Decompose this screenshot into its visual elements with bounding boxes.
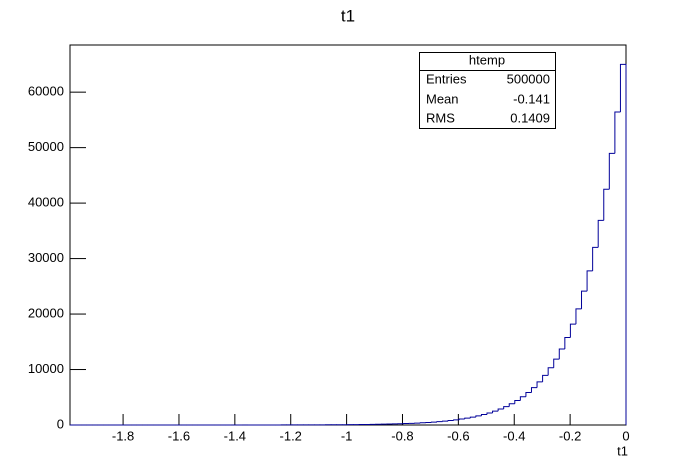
histogram-bin [514, 400, 521, 404]
stats-value: 0.1409 [510, 110, 550, 125]
histogram-bin [619, 63, 627, 425]
histogram-bin [608, 152, 615, 190]
x-tick-label: -1.4 [224, 428, 246, 443]
x-tick-label: -0.6 [447, 428, 469, 443]
x-tick-label: -0.4 [503, 428, 525, 443]
x-axis-label: t1 [617, 443, 628, 458]
x-tick-label: -1 [341, 428, 353, 443]
histogram-bin [480, 414, 487, 416]
histogram-bin [503, 406, 510, 409]
histogram-bin [592, 246, 599, 271]
histogram-bin [519, 396, 526, 401]
stats-value: 500000 [507, 71, 550, 86]
stats-label: Entries [426, 71, 467, 86]
histogram-bin [542, 374, 549, 382]
histogram-bin [492, 410, 499, 413]
y-tick-label: 20000 [28, 305, 64, 320]
stats-box: htemp Entries 500000 Mean -0.141 RMS 0.1… [419, 52, 556, 129]
histogram-bin [558, 348, 565, 360]
histogram-bin [458, 418, 465, 420]
y-tick-label: 0 [57, 416, 64, 431]
histogram-bin [614, 111, 621, 154]
stats-title: htemp [469, 52, 505, 67]
histogram-bin [530, 387, 538, 393]
y-tick-label: 40000 [28, 195, 64, 210]
histogram-bin [575, 308, 582, 325]
histogram-bin [442, 420, 449, 422]
histogram-bin [475, 415, 482, 418]
stats-label: RMS [426, 110, 455, 125]
x-tick-label: -0.2 [559, 428, 581, 443]
histogram-bin [536, 381, 543, 388]
histogram-bin [486, 412, 493, 415]
histogram-bin [553, 358, 560, 368]
histogram-bin [508, 403, 515, 407]
histogram-bin [581, 290, 588, 309]
histogram-bin [603, 188, 610, 221]
x-tick-label: -1.8 [112, 428, 134, 443]
stats-frame [419, 52, 556, 129]
histogram-bin [547, 367, 554, 376]
y-tick-label: 60000 [28, 84, 64, 99]
x-tick-label: -1.6 [168, 428, 190, 443]
x-tick-label: -1.2 [280, 428, 302, 443]
histogram-bin [564, 336, 571, 350]
stats-value: -0.141 [513, 91, 550, 106]
x-tick-label: -0.8 [391, 428, 413, 443]
chart-title: t1 [341, 6, 355, 25]
histogram-bin [597, 219, 604, 248]
y-tick-label: 10000 [28, 361, 64, 376]
y-tick-label: 30000 [28, 250, 64, 265]
stats-label: Mean [426, 91, 459, 106]
histogram-bin [525, 392, 532, 397]
histogram-bin [464, 417, 471, 420]
y-tick-label: 50000 [28, 139, 64, 154]
histogram-bin [453, 419, 460, 421]
histogram-bin [447, 420, 454, 422]
x-tick-label: 0 [622, 428, 629, 443]
histogram-bin [497, 408, 504, 412]
histogram-bin [469, 416, 476, 419]
histogram-bin [569, 323, 576, 338]
histogram-bin [586, 270, 593, 292]
